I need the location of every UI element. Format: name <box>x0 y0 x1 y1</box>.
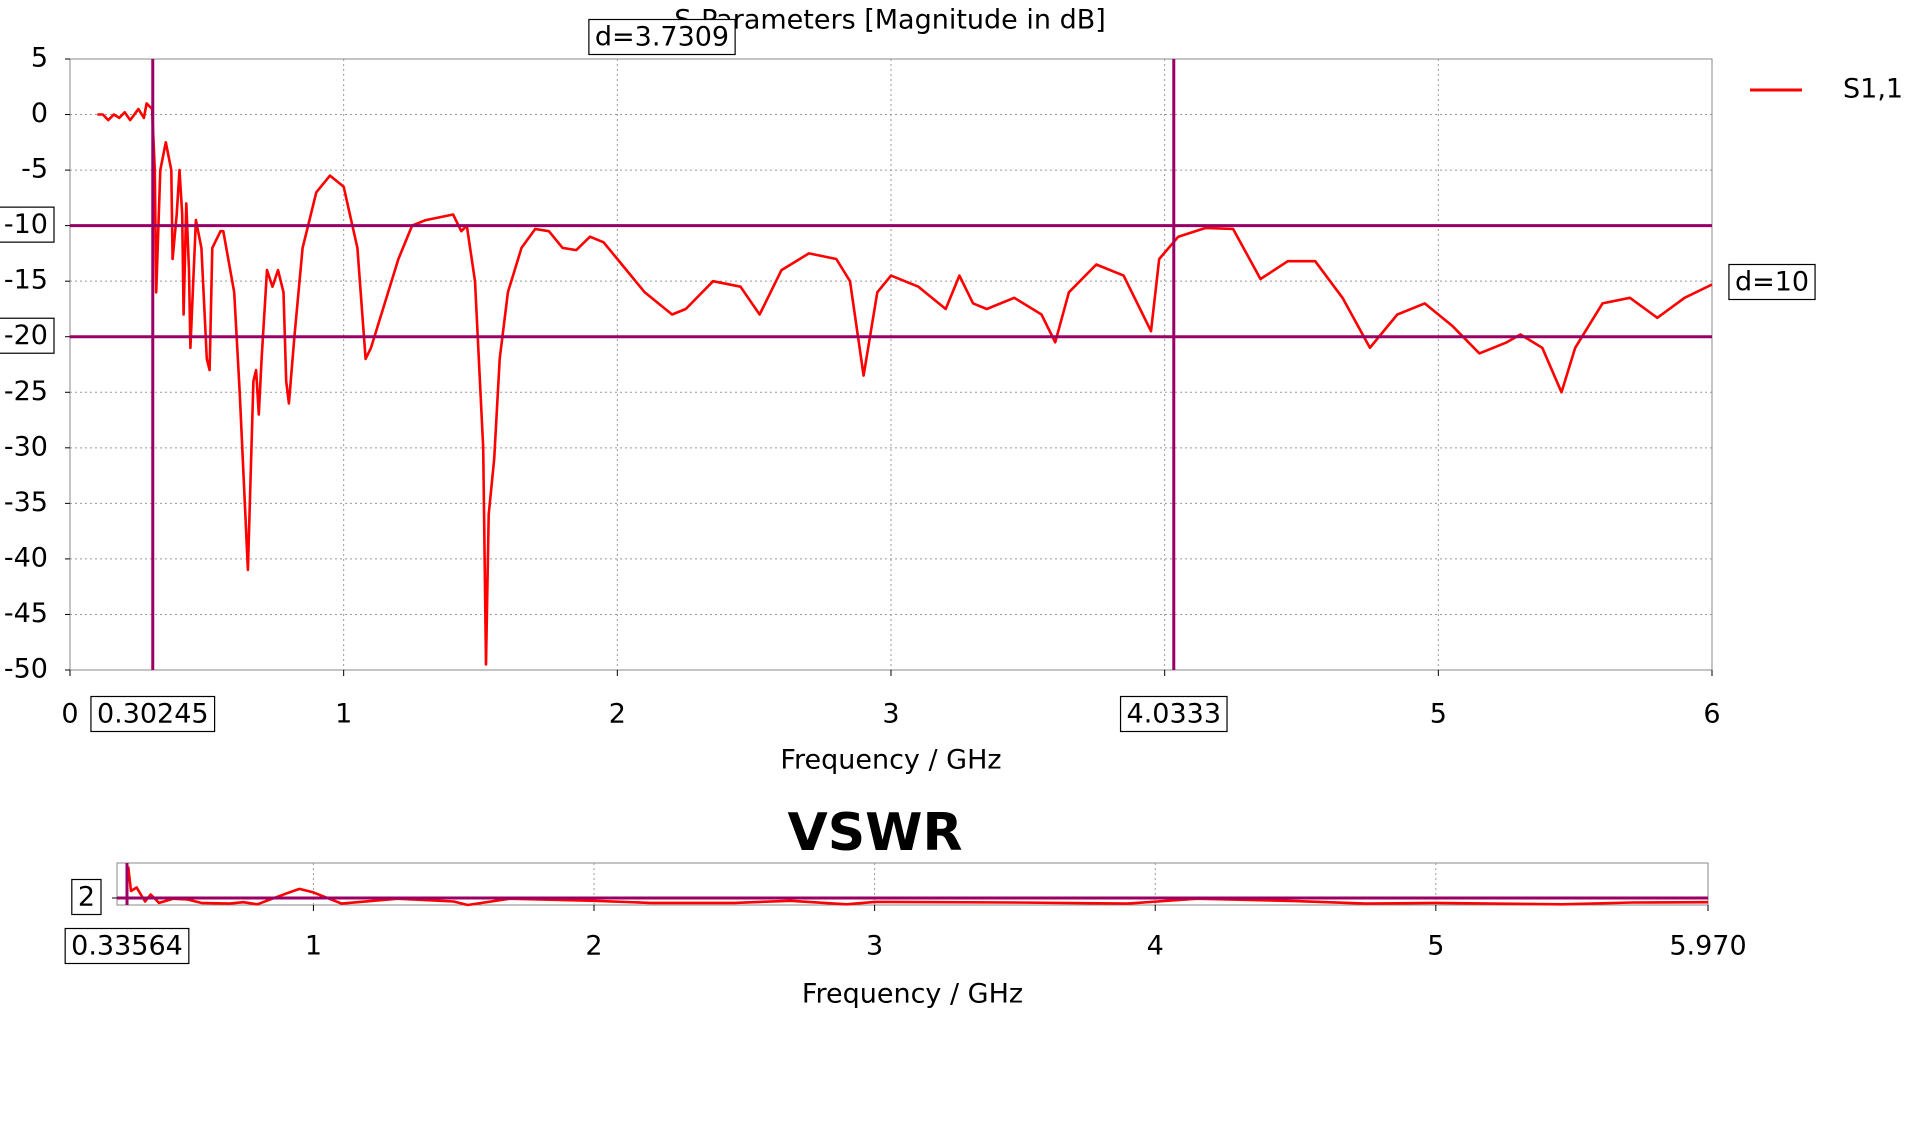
x-axis-label: Frequency / GHz <box>802 979 1023 1010</box>
y-tick-label: -30 <box>4 431 48 462</box>
y-tick-label: -25 <box>4 376 48 407</box>
annotation-box <box>1728 263 1816 301</box>
x-tick-label: 5 <box>1427 931 1444 962</box>
x-tick-label: 1 <box>305 931 322 962</box>
x-tick-label: 1 <box>335 699 352 730</box>
x-marker-label-box <box>90 695 216 733</box>
x-axis-label: Frequency / GHz <box>780 745 1001 776</box>
legend-label: S1,1 <box>1843 74 1903 105</box>
chart-title: S-Parameters [Magnitude in dB] <box>674 5 1106 36</box>
y-tick-label: -20 <box>4 320 48 351</box>
x-tick-label: 3 <box>866 931 883 962</box>
y-tick-label: 0 <box>31 98 48 129</box>
x-marker-label-box <box>1119 695 1228 733</box>
y-tick-label: -35 <box>4 487 48 518</box>
y-tick-label: -15 <box>4 265 48 296</box>
annotation: d=3.7309 <box>595 22 729 53</box>
x-marker-label: 4.0333 <box>1127 699 1221 730</box>
y-tick-label-box <box>71 878 102 916</box>
x-tick-label: 6 <box>1703 699 1720 730</box>
x-marker-label: 0.30245 <box>97 699 209 730</box>
x-tick-label: 5.970 <box>1669 931 1746 962</box>
y-tick-label: -50 <box>4 654 48 685</box>
chart-title: VSWR <box>787 803 962 863</box>
y-tick-label: 2 <box>78 882 95 913</box>
x-tick-label: 5 <box>1430 699 1447 730</box>
x-marker-label: 0.33564 <box>71 931 183 962</box>
y-tick-label-box <box>0 206 55 243</box>
annotation-box <box>588 18 736 56</box>
x-tick-label: 2 <box>585 931 602 962</box>
y-tick-label: -45 <box>4 598 48 629</box>
x-tick-label: 4 <box>1147 931 1164 962</box>
y-tick-label: -10 <box>4 209 48 240</box>
annotation: d=10 <box>1735 267 1809 298</box>
y-tick-label: 5 <box>31 43 48 74</box>
y-tick-label: -40 <box>4 542 48 573</box>
x-tick-label: 0 <box>61 699 78 730</box>
x-tick-label: 2 <box>609 699 626 730</box>
y-tick-label-box <box>0 317 55 354</box>
series-line <box>97 102 1713 666</box>
y-tick-label: -5 <box>21 154 48 185</box>
x-tick-label: 3 <box>882 699 899 730</box>
x-marker-label-box <box>64 927 190 965</box>
